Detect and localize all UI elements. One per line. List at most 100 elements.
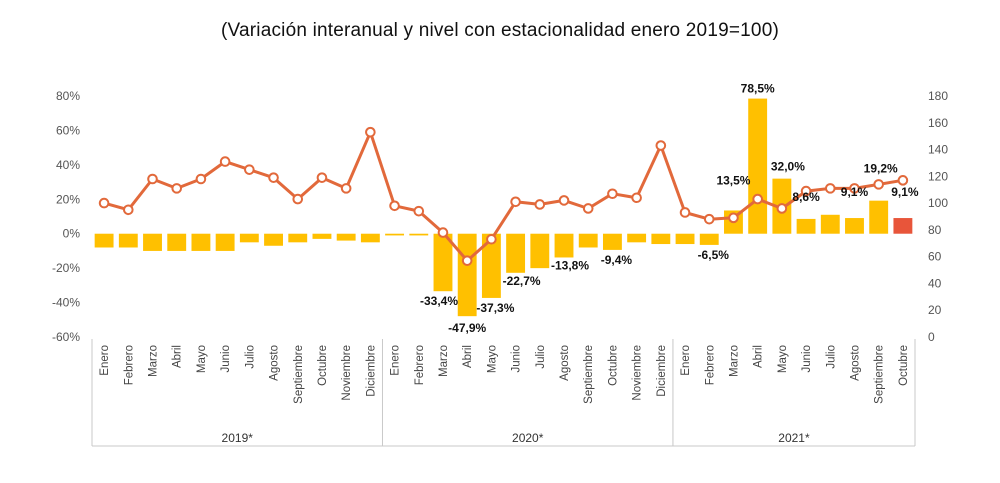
x-tick-label: Marzo <box>438 345 450 377</box>
bar <box>893 218 913 234</box>
x-tick-label: Mayo <box>777 345 789 373</box>
left-axis-tick: 0% <box>63 227 81 241</box>
data-label: -37,3% <box>476 301 514 315</box>
line-point <box>244 164 255 175</box>
line-point <box>703 213 715 225</box>
line-point <box>340 183 352 194</box>
right-axis-tick: 180 <box>928 89 948 103</box>
bar <box>627 233 647 243</box>
line-point <box>268 172 279 183</box>
line-point <box>365 126 376 138</box>
data-label: -13,8% <box>551 258 589 272</box>
bar <box>433 233 453 292</box>
line-point <box>292 193 304 205</box>
x-tick-label: Septiembre <box>874 345 886 404</box>
data-label: 19,2% <box>864 162 898 176</box>
line-point <box>800 185 812 197</box>
bar <box>118 233 138 248</box>
x-tick-label: Diciembre <box>656 345 668 397</box>
right-axis-tick: 40 <box>928 276 942 290</box>
line-point <box>607 188 618 200</box>
bar <box>675 233 695 245</box>
bar <box>336 233 356 241</box>
data-label: 78,5% <box>741 82 775 96</box>
line-point <box>413 205 425 217</box>
line-point <box>873 179 884 190</box>
x-tick-label: Julio <box>535 345 547 369</box>
bar <box>699 233 719 245</box>
x-tick-label: Mayo <box>486 345 498 373</box>
line-point <box>655 140 667 151</box>
line-point <box>510 196 521 208</box>
line-point <box>728 212 739 224</box>
bar <box>554 233 574 258</box>
right-axis-tick: 20 <box>928 303 942 317</box>
x-tick-label: Enero <box>390 345 402 376</box>
bar <box>312 233 332 239</box>
x-tick-label: Septiembre <box>583 345 595 404</box>
line-point <box>461 255 473 266</box>
year-group-label: 2019* <box>222 431 254 445</box>
line-point <box>631 192 642 204</box>
data-label: 8,6% <box>792 190 820 204</box>
bar <box>796 218 816 234</box>
x-tick-label: Diciembre <box>365 345 377 397</box>
right-axis-tick: 100 <box>928 196 948 210</box>
bar <box>845 218 864 234</box>
bar <box>191 233 211 251</box>
right-axis-tick: 120 <box>928 169 948 183</box>
bar <box>457 233 477 317</box>
data-label: 13,5% <box>716 173 750 187</box>
data-label: -22,7% <box>503 274 541 288</box>
line-point <box>752 193 763 205</box>
x-tick-label: Enero <box>680 345 692 376</box>
bar <box>264 233 283 246</box>
x-tick-label: Agosto <box>559 345 571 381</box>
left-axis-tick: -40% <box>52 296 80 310</box>
x-tick-label: Marzo <box>728 345 740 377</box>
data-label: -6,5% <box>698 248 730 262</box>
line-point <box>679 207 691 218</box>
bar <box>602 233 622 250</box>
bar <box>869 200 889 234</box>
line-point <box>558 195 570 206</box>
line-point <box>486 233 497 245</box>
line-point <box>824 183 836 194</box>
bar <box>506 233 526 273</box>
x-tick-label: Octubre <box>607 345 619 386</box>
bar <box>578 233 598 248</box>
line-point <box>776 203 788 214</box>
line-point <box>219 156 231 167</box>
bar <box>748 98 768 234</box>
year-group-label: 2020* <box>512 431 544 445</box>
line-point <box>98 197 110 209</box>
x-tick-label: Julio <box>244 345 256 369</box>
line-point <box>316 172 328 183</box>
bar <box>288 233 308 243</box>
bar <box>385 233 405 236</box>
level-line <box>103 130 904 263</box>
bar <box>94 233 114 248</box>
x-tick-label: Agosto <box>849 345 861 381</box>
line-point <box>123 204 134 216</box>
line-point <box>582 203 594 214</box>
x-tick-label: Febrero <box>123 345 135 385</box>
bar <box>409 233 429 236</box>
right-axis-tick: 160 <box>928 116 948 130</box>
data-label: 9,1% <box>841 185 869 199</box>
left-axis-tick: 80% <box>56 89 80 103</box>
chart-title: (Variación interanual y nivel con estaci… <box>220 20 779 41</box>
x-tick-label: Abril <box>753 345 765 368</box>
x-tick-label: Agosto <box>269 345 281 381</box>
bar <box>215 233 235 251</box>
line-point <box>171 183 183 194</box>
x-tick-label: Noviembre <box>632 345 644 401</box>
x-tick-label: Octubre <box>898 345 910 386</box>
x-tick-label: Febrero <box>704 345 716 385</box>
x-tick-label: Junio <box>220 345 232 373</box>
bar <box>239 233 259 243</box>
x-tick-label: Noviembre <box>341 345 353 401</box>
right-axis-tick: 60 <box>928 250 942 264</box>
line-point <box>534 199 546 210</box>
bar <box>651 233 671 245</box>
